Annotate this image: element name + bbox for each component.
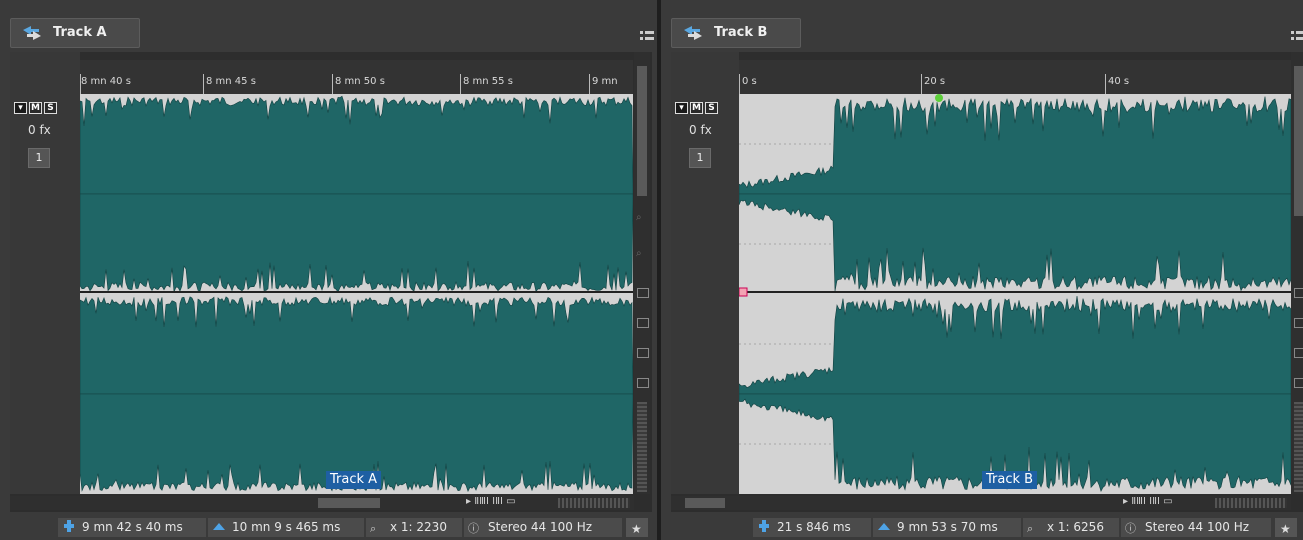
zoom-icon[interactable]: ⌕ xyxy=(636,248,642,259)
track-icon xyxy=(684,26,702,40)
view-icon[interactable] xyxy=(1294,318,1303,328)
magnifier-icon: ⌕ xyxy=(370,522,377,535)
mute-button[interactable]: M xyxy=(690,102,703,114)
ruler-label: 8 mn 55 s xyxy=(463,76,513,87)
track-b-statusbar: 21 s 846 ms 9 mn 53 s 70 ms ⌕ x 1: 6256 ⓘ… xyxy=(661,515,1303,540)
horizontal-zoom-slider[interactable] xyxy=(1215,498,1287,508)
track-b-ruler[interactable]: 0 s 20 s 40 s xyxy=(739,60,1291,94)
zoom-slider[interactable] xyxy=(1294,402,1303,492)
view-icon[interactable] xyxy=(637,378,649,388)
ruler-label: 0 s xyxy=(742,76,757,87)
ruler-label: 9 mn xyxy=(592,76,618,87)
dropdown-arrow-icon[interactable]: ▾ xyxy=(675,102,688,114)
panel-divider[interactable] xyxy=(657,0,661,540)
scroll-thumb[interactable] xyxy=(637,66,647,196)
horizontal-scrollbar[interactable]: ▸ ⅡⅢⅠ ⅠⅡⅠ ▭ xyxy=(671,496,1291,510)
audio-length[interactable]: 9 mn 53 s 70 ms xyxy=(873,518,1021,537)
horizontal-zoom-slider[interactable] xyxy=(558,498,630,508)
view-icon[interactable] xyxy=(1294,348,1303,358)
audio-properties[interactable]: ⓘ Stereo 44 100 Hz xyxy=(1121,518,1271,537)
dropdown-arrow-icon[interactable]: ▾ xyxy=(14,102,27,114)
scroll-thumb[interactable] xyxy=(685,498,725,508)
cursor-position-value: 21 s 846 ms xyxy=(777,520,851,534)
track-b-titlebar: Track B xyxy=(661,8,1303,48)
audio-length[interactable]: 10 mn 9 s 465 ms xyxy=(208,518,364,537)
length-icon xyxy=(213,523,225,530)
view-icon[interactable] xyxy=(637,348,649,358)
ruler-label: 20 s xyxy=(924,76,946,87)
cursor-position-value: 9 mn 42 s 40 ms xyxy=(82,520,183,534)
audio-properties-value: Stereo 44 100 Hz xyxy=(488,520,593,534)
menu-icon[interactable] xyxy=(1291,30,1303,42)
track-a-panel: Track A 8 mn 40 s 8 mn 45 s 8 mn 50 s 8 … xyxy=(0,0,657,540)
channel-button[interactable]: 1 xyxy=(28,148,50,168)
audio-length-value: 9 mn 53 s 70 ms xyxy=(897,520,998,534)
magnifier-icon: ⌕ xyxy=(1027,522,1034,535)
length-icon xyxy=(878,523,890,530)
clip-label[interactable]: Track A xyxy=(326,471,382,489)
settings-star-icon[interactable]: ★ xyxy=(1275,518,1297,537)
view-icon[interactable] xyxy=(637,288,649,298)
settings-star-icon[interactable]: ★ xyxy=(626,518,648,537)
track-a-editor: 8 mn 40 s 8 mn 45 s 8 mn 50 s 8 mn 55 s … xyxy=(10,52,652,512)
zoom-factor[interactable]: ⌕ x 1: 2230 xyxy=(366,518,462,537)
audio-length-value: 10 mn 9 s 465 ms xyxy=(232,520,341,534)
ruler-label: 40 s xyxy=(1108,76,1130,87)
view-icon[interactable] xyxy=(637,318,649,328)
vertical-scrollbar[interactable] xyxy=(1291,52,1303,494)
track-a-statusbar: 9 mn 42 s 40 ms 10 mn 9 s 465 ms ⌕ x 1: 2… xyxy=(0,515,657,540)
solo-button[interactable]: S xyxy=(705,102,718,114)
cursor-position[interactable]: 21 s 846 ms xyxy=(753,518,871,537)
channel-button[interactable]: 1 xyxy=(689,148,711,168)
ruler-label: 8 mn 40 s xyxy=(81,76,131,87)
track-a-ruler[interactable]: 8 mn 40 s 8 mn 45 s 8 mn 50 s 8 mn 55 s … xyxy=(80,60,633,94)
zoom-factor-value: x 1: 6256 xyxy=(1047,520,1104,534)
track-b-title: Track B xyxy=(714,25,768,40)
ruler-label: 8 mn 50 s xyxy=(335,76,385,87)
zoom-icon[interactable]: ⌕ xyxy=(636,212,642,223)
view-icon[interactable] xyxy=(1294,288,1303,298)
cursor-icon xyxy=(759,520,769,532)
clip-label[interactable]: Track B xyxy=(982,471,1038,489)
view-icon[interactable] xyxy=(1294,378,1303,388)
zoom-tools[interactable]: ▸ ⅡⅢⅠ ⅠⅡⅠ ▭ xyxy=(1123,496,1173,507)
mute-button[interactable]: M xyxy=(29,102,42,114)
solo-button[interactable]: S xyxy=(44,102,57,114)
track-b-panel: Track B 0 s 20 s 40 s ▾ M S 0 fx 1 Track… xyxy=(661,0,1303,540)
fx-count[interactable]: 0 fx xyxy=(689,123,712,137)
track-a-titlebar: Track A xyxy=(0,8,657,48)
horizontal-scrollbar[interactable]: ▸ ⅡⅢⅠ ⅠⅡⅠ ▭ xyxy=(10,496,634,510)
fx-count[interactable]: 0 fx xyxy=(28,123,51,137)
track-a-waveform[interactable] xyxy=(80,94,633,494)
track-a-gutter xyxy=(10,52,80,494)
track-a-tab[interactable]: Track A xyxy=(10,18,140,48)
track-b-waveform[interactable] xyxy=(739,94,1291,494)
audio-properties[interactable]: ⓘ Stereo 44 100 Hz xyxy=(464,518,622,537)
track-b-editor: 0 s 20 s 40 s ▾ M S 0 fx 1 Track B ▸ ⅡⅢⅠ… xyxy=(671,52,1303,512)
menu-icon[interactable] xyxy=(640,30,654,42)
ruler-label: 8 mn 45 s xyxy=(206,76,256,87)
audio-properties-value: Stereo 44 100 Hz xyxy=(1145,520,1250,534)
scroll-thumb[interactable] xyxy=(318,498,380,508)
zoom-slider[interactable] xyxy=(637,402,647,492)
info-icon: ⓘ xyxy=(1125,522,1136,535)
cursor-position[interactable]: 9 mn 42 s 40 ms xyxy=(58,518,206,537)
info-icon: ⓘ xyxy=(468,522,479,535)
track-b-tab[interactable]: Track B xyxy=(671,18,801,48)
track-b-gutter xyxy=(671,52,739,494)
track-icon xyxy=(23,26,41,40)
zoom-factor-value: x 1: 2230 xyxy=(390,520,447,534)
zoom-tools[interactable]: ▸ ⅡⅢⅠ ⅠⅡⅠ ▭ xyxy=(466,496,516,507)
vertical-scrollbar[interactable]: ⌕ ⌕ xyxy=(634,52,650,494)
track-a-title: Track A xyxy=(53,25,107,40)
cursor-icon xyxy=(64,520,74,532)
zoom-factor[interactable]: ⌕ x 1: 6256 xyxy=(1023,518,1119,537)
scroll-thumb[interactable] xyxy=(1294,66,1303,216)
